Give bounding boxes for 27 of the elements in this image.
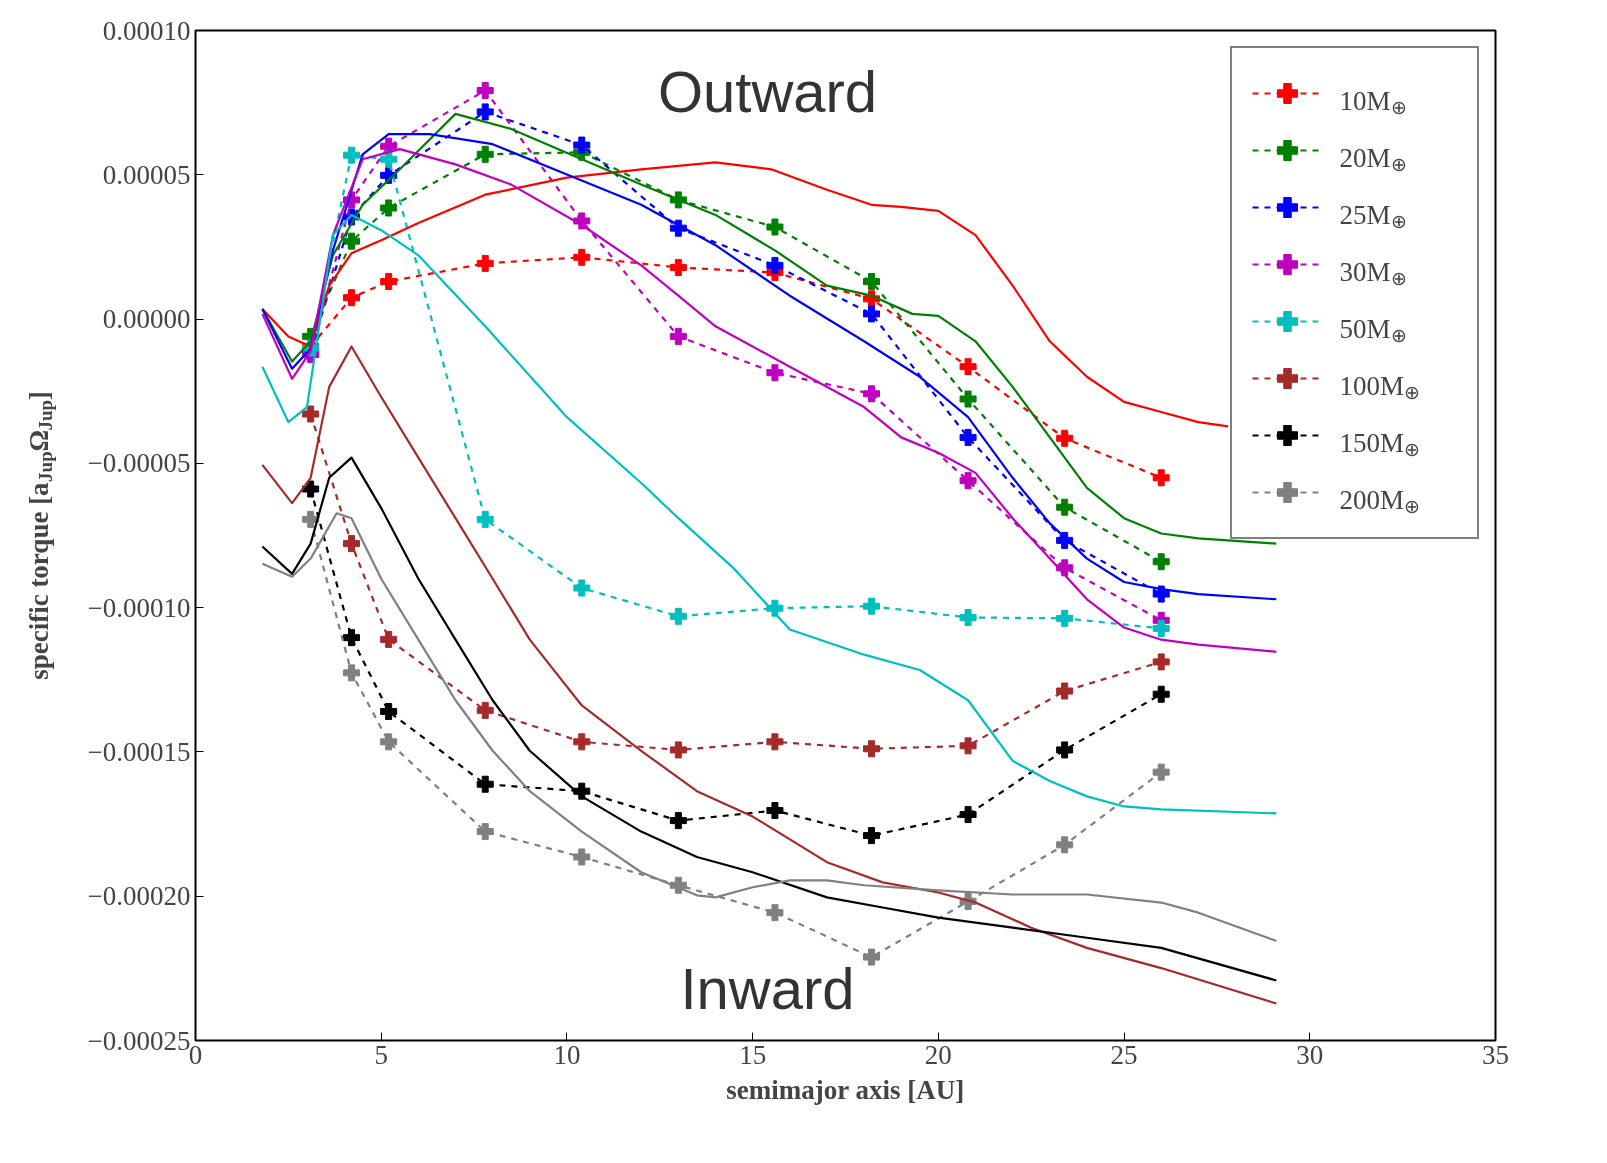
legend-label: 200M⊕ (1339, 484, 1420, 517)
annotation: Inward (680, 955, 855, 1021)
y-tick-label: −0.00025 (87, 1025, 191, 1056)
x-tick-label: 35 (1482, 1039, 1509, 1070)
x-axis-title: semimajor axis [AU] (726, 1074, 965, 1105)
legend-label: 100M⊕ (1339, 370, 1420, 403)
y-tick-label: −0.00010 (87, 592, 191, 623)
y-tick-label: 0.00010 (102, 15, 191, 46)
x-tick-label: 30 (1296, 1039, 1324, 1070)
x-tick-label: 25 (1110, 1039, 1138, 1070)
y-tick-label: −0.00015 (87, 736, 191, 767)
y-tick-label: 0.00005 (102, 159, 191, 190)
x-tick-label: 10 (553, 1039, 581, 1070)
y-tick-label: −0.00005 (87, 448, 191, 479)
annotation: Outward (657, 58, 878, 124)
legend-label: 30M⊕ (1339, 256, 1407, 289)
legend-label: 20M⊕ (1339, 142, 1407, 175)
y-tick-label: −0.00020 (87, 881, 191, 912)
x-tick-label: 5 (374, 1039, 388, 1070)
x-tick-label: 20 (924, 1039, 952, 1070)
legend-label: 50M⊕ (1339, 313, 1407, 346)
y-axis-title: specific torque [aJupΩJup] (23, 391, 56, 680)
legend-label: 150M⊕ (1339, 427, 1420, 460)
y-tick-label: 0.00000 (102, 304, 191, 335)
x-tick-label: 15 (739, 1039, 767, 1070)
legend-label: 25M⊕ (1339, 199, 1407, 232)
legend-label: 10M⊕ (1339, 85, 1407, 118)
